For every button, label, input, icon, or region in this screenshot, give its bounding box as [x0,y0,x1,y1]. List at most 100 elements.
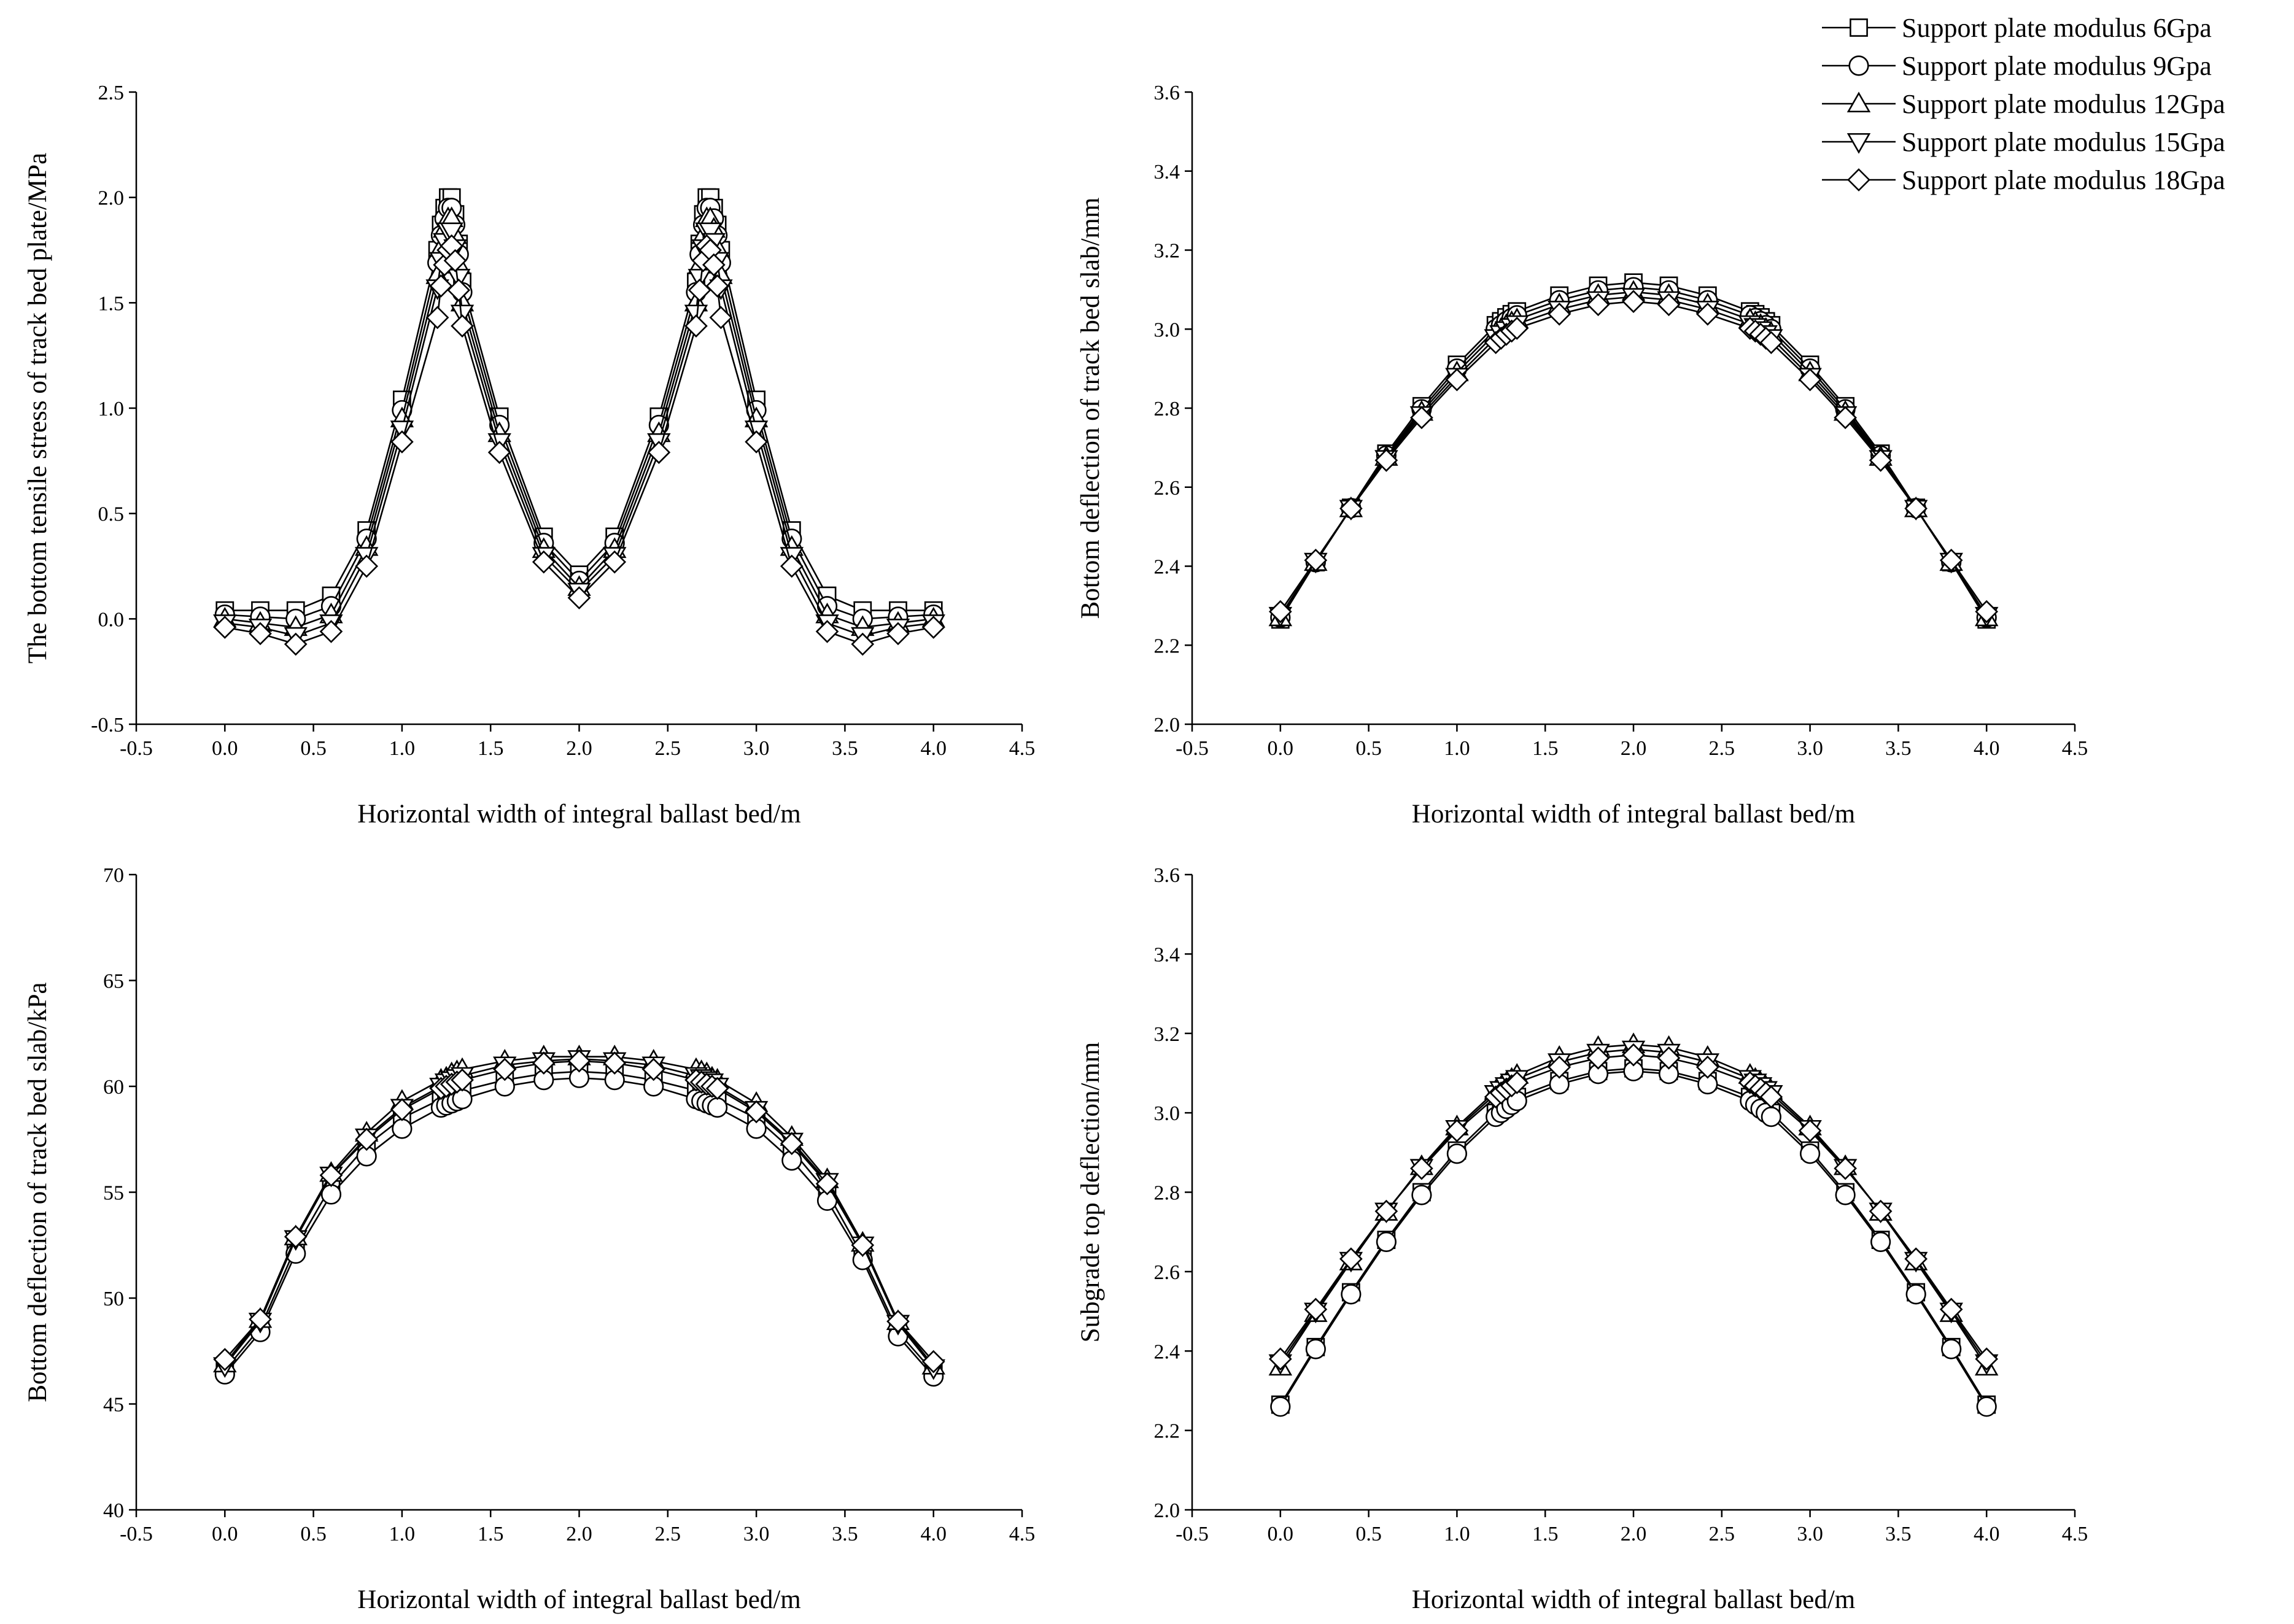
x-tick-label: -0.5 [120,737,153,760]
y-tick-label: 2.4 [1154,556,1180,579]
data-point [1445,1119,1469,1143]
y-tick-label: 1.0 [98,398,125,420]
data-point [745,1100,768,1124]
data-point [443,249,467,273]
x-tick-label: 3.5 [832,1523,858,1545]
x-tick-label: 1.0 [1444,1523,1470,1545]
y-tick-label: 60 [103,1076,124,1099]
data-point [440,222,463,244]
data-point [1905,1284,1926,1305]
series-5 [1268,290,1999,624]
legend-marker [1846,91,1871,113]
data-point [1657,293,1681,317]
data-point [1869,1199,1893,1223]
data-point [815,1172,839,1196]
data-point [390,1098,414,1121]
data-point [1270,1396,1291,1417]
x-tick-label: 1.5 [1532,737,1559,760]
x-tick-label: 3.5 [832,737,858,760]
data-point [1505,1071,1529,1094]
data-point [1695,302,1719,326]
y-tick-label: 2.8 [1154,398,1180,420]
data-point [641,1058,665,1081]
data-point [1445,368,1469,392]
data-point [1975,600,1999,624]
chart-bottom-left: 40 45 50 55 60 65 70 -0.5 0.0 0.5 1.0 1.5 2.0 2.5 3.0 3… [23,864,1035,1614]
x-tick-label: 0.5 [1355,1523,1382,1545]
x-tick-label: 4.0 [920,1523,947,1545]
data-point [355,1127,379,1151]
data-point [1304,1297,1328,1321]
data-point [1374,1199,1398,1223]
data-point [1622,290,1645,314]
data-point [1341,1284,1362,1305]
data-point [567,586,591,609]
y-tick-label: 3.2 [1154,1023,1180,1046]
data-point [1759,331,1783,354]
y-tick-label: 3.0 [1154,319,1180,341]
y-tick-label: 3.4 [1154,161,1180,184]
data-point [780,1132,804,1155]
data-point [886,622,910,646]
data-point [249,1307,272,1331]
x-tick-label: 2.0 [566,737,592,760]
y-tick-label: 40 [103,1499,124,1522]
x-axis-label: Horizontal width of integral ballast bed… [357,800,800,829]
data-point [429,274,453,298]
data-point [1304,549,1328,572]
data-point [647,441,671,464]
x-tick-label: 2.5 [655,737,681,760]
x-tick-label: 3.0 [1797,737,1823,760]
data-point [1869,449,1893,472]
x-tick-label: -0.5 [1176,1523,1209,1545]
data-point [684,314,708,338]
x-tick-label: 1.5 [1532,1523,1559,1545]
y-tick-label: 3.6 [1154,864,1180,887]
data-point [851,632,875,656]
y-tick-label: 45 [103,1394,124,1417]
series-line [224,1058,934,1369]
x-tick-label: 4.5 [1009,737,1036,760]
data-point [319,620,343,643]
data-point [1834,1156,1857,1180]
x-tick-label: 4.0 [1974,1523,2000,1545]
data-point [1975,1347,1999,1371]
data-point [319,1164,343,1187]
data-point [1411,1185,1432,1205]
x-tick-label: -0.5 [1176,737,1209,760]
chart-panels: -0.50.00.51.01.52.02.5-0.5 0.0 0.5 1.0 1.5 2.… [23,82,2088,1614]
data-point [1268,600,1292,624]
x-tick-label: 4.0 [920,737,947,760]
data-point [447,278,471,302]
x-tick-label: 4.5 [1009,1523,1036,1545]
y-tick-label: 55 [103,1182,124,1205]
data-point [1800,1143,1821,1164]
x-tick-label: 0.0 [1268,1523,1294,1545]
data-point [213,1348,237,1371]
data-point [1374,449,1398,472]
y-tick-label: 3.0 [1154,1102,1180,1125]
data-point [886,1310,910,1333]
x-tick-label: 0.0 [212,737,238,760]
data-point [284,1225,308,1248]
data-point [1759,1085,1783,1109]
x-tick-label: -0.5 [120,1523,153,1545]
x-tick-label: 4.5 [2062,1523,2088,1545]
y-tick-label: 2.0 [1154,714,1180,737]
y-tick-label: 70 [103,864,124,887]
chart-top-right: 2.0 2.2 2.4 2.6 2.8 3.0 3.2 3.4 3.6 -0.5 0.0 0.5 1.0… [1076,82,2088,829]
data-point [1870,1231,1891,1252]
series-line [225,196,934,611]
data-point [709,306,733,330]
x-tick-label: 4.5 [2062,737,2088,760]
data-point [390,430,414,454]
series-4 [213,1050,945,1380]
y-tick-label: 2.2 [1154,1420,1180,1443]
x-tick-label: 4.0 [1974,737,2000,760]
data-point [815,620,839,643]
series-2 [1270,1061,1997,1417]
y-tick-label: -0.5 [91,714,124,737]
x-tick-label: 3.0 [743,1523,770,1545]
legend-entry: Support plate modulus 9Gpa [1822,51,2212,81]
